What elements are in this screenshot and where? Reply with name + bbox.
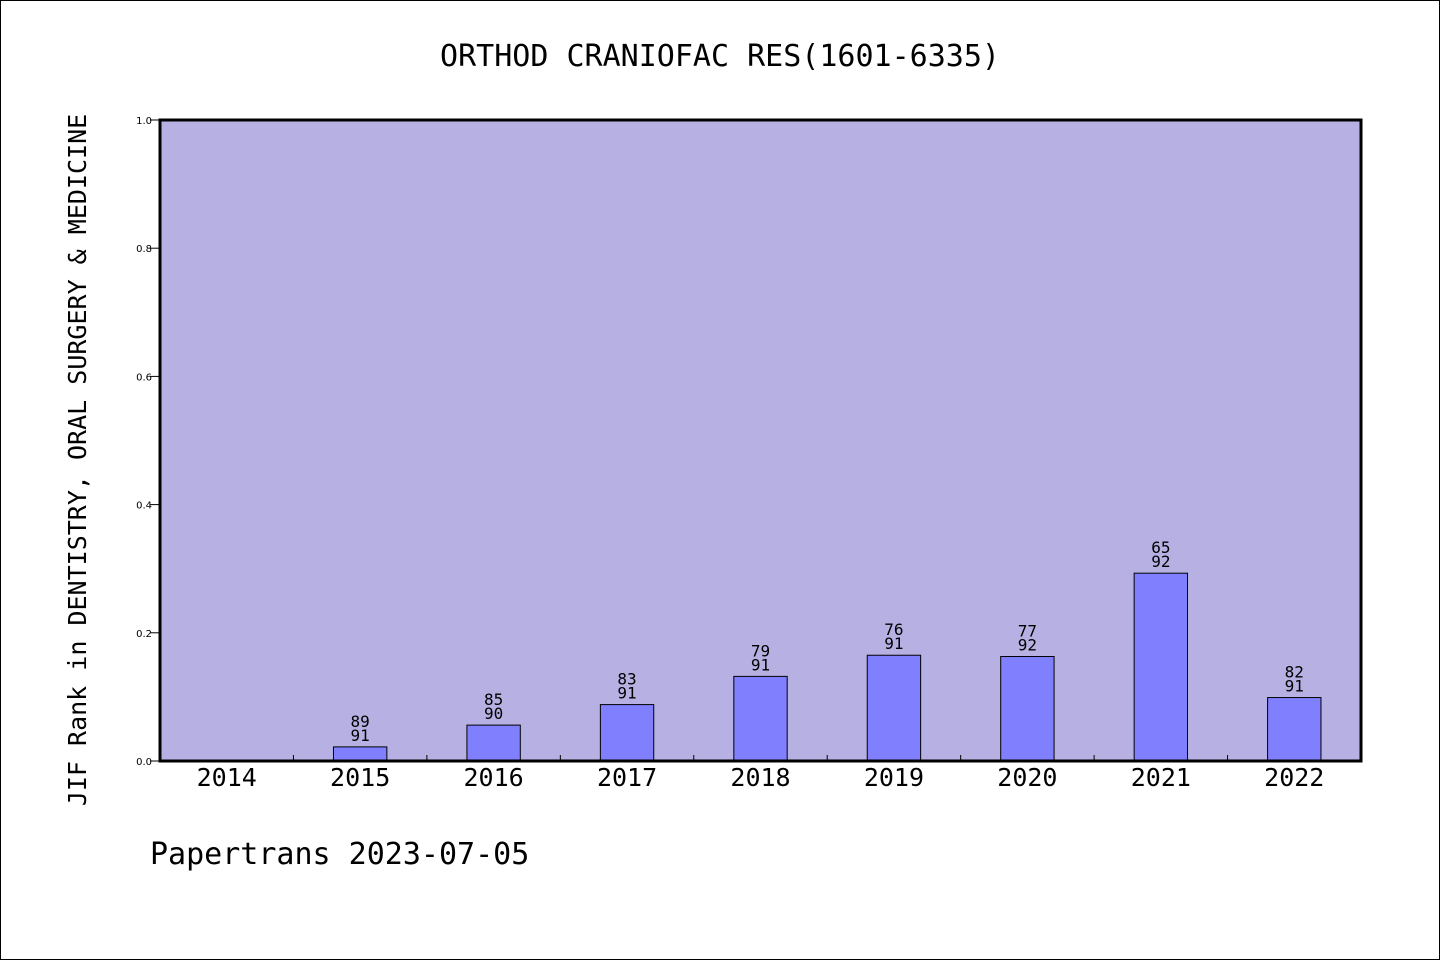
y-tick-label-3: 0.6 — [136, 372, 152, 383]
bar-2019 — [866, 654, 922, 762]
bar-label-rank-2018: 79 — [751, 641, 770, 660]
plot-border — [158, 118, 1363, 763]
y-tick-label-2: 0.4 — [136, 501, 152, 512]
bars — [332, 572, 1322, 762]
y-tick-label-5: 1.0 — [136, 116, 152, 127]
bar-label-total-2017: 91 — [617, 684, 636, 703]
y-tick-label-4: 0.8 — [136, 244, 152, 255]
y-tick-label-1: 0.2 — [136, 629, 152, 640]
x-tick-label-2014: 2014 — [197, 763, 257, 792]
bar-label-total-2018: 91 — [751, 655, 770, 674]
bar-label-total-2016: 90 — [484, 704, 503, 723]
bar-2020 — [1000, 656, 1055, 762]
bar-label-rank-2015: 89 — [351, 712, 370, 731]
x-tick-label-2016: 2016 — [464, 763, 524, 792]
bar-2018 — [733, 675, 788, 762]
bar-label-rank-2022: 82 — [1285, 663, 1304, 682]
footer-watermark: Papertrans 2023-07-05 — [150, 837, 529, 872]
bar-2022 — [1267, 697, 1322, 762]
x-tick-label-2018: 2018 — [730, 763, 790, 792]
bar-2016 — [466, 724, 521, 762]
bar-2021 — [1133, 572, 1189, 762]
bar-label-rank-2021: 65 — [1151, 538, 1170, 557]
bar-label-total-2022: 91 — [1285, 677, 1304, 696]
chart-title: ORTHOD CRANIOFAC RES(1601-6335) — [440, 39, 1000, 74]
bar-label-rank-2017: 83 — [617, 670, 636, 689]
bar-label-total-2021: 92 — [1151, 552, 1170, 571]
bar-2015 — [332, 746, 388, 762]
y-tick-label-0: 0.0 — [136, 757, 152, 768]
bar-2017 — [599, 704, 655, 762]
x-tick-label-2020: 2020 — [997, 763, 1057, 792]
bar-label-total-2015: 91 — [351, 726, 370, 745]
y-axis-ticks: 0.0 0.2 0.4 0.6 0.8 1.0 — [136, 116, 160, 768]
x-tick-label-2019: 2019 — [864, 763, 924, 792]
bar-label-rank-2016: 85 — [484, 690, 503, 709]
bar-label-rank-2020: 77 — [1018, 622, 1037, 641]
bar-label-rank-2019: 76 — [884, 620, 903, 639]
x-axis-ticks: 2014 2015 2016 2017 2018 2019 2020 2021 2022 — [197, 755, 1324, 792]
y-axis-label: JIF Rank in DENTISTRY, ORAL SURGERY & ME… — [63, 114, 92, 806]
x-tick-label-2017: 2017 — [597, 763, 657, 792]
bar-label-total-2019: 91 — [884, 634, 903, 653]
bar-label-total-2020: 92 — [1018, 636, 1037, 655]
x-tick-label-2015: 2015 — [330, 763, 390, 792]
x-tick-label-2021: 2021 — [1131, 763, 1191, 792]
x-tick-label-2022: 2022 — [1264, 763, 1324, 792]
